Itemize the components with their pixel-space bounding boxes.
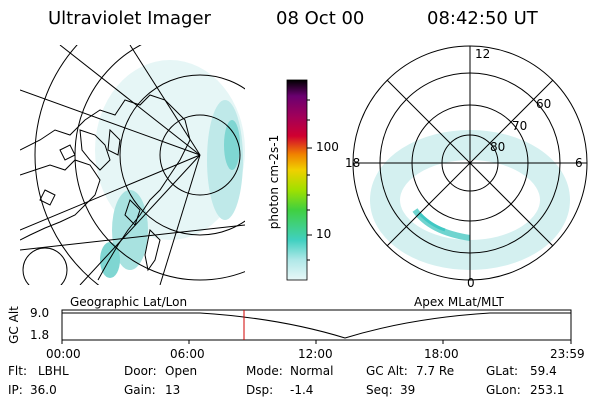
status-key: Seq: — [366, 383, 393, 397]
colorbar-tick-100: 100 — [316, 140, 339, 154]
status-value: 39 — [400, 383, 416, 397]
status-key: GLat: — [486, 364, 519, 378]
status-value: 7.7 Re — [416, 364, 455, 378]
status-value: Open — [165, 364, 198, 378]
mlt-label-18: 18 — [345, 156, 361, 170]
status-key: Gain: — [124, 383, 156, 397]
mlat-label-80: 80 — [490, 140, 506, 154]
status-value: Normal — [290, 364, 334, 378]
polar-plot — [352, 45, 588, 281]
status-value: 253.1 — [530, 383, 565, 397]
date-label: 08 Oct 00 — [276, 8, 365, 29]
colorbar-unit-label: photon cm-2s-1 — [267, 134, 281, 230]
mlat-label-70: 70 — [512, 119, 528, 133]
status-key: Flt: — [8, 364, 27, 378]
geographic-map — [20, 45, 245, 285]
status-value: -1.4 — [290, 383, 314, 397]
status-value: LBHL — [38, 364, 69, 378]
time-label: 08:42:50 UT — [427, 8, 538, 29]
status-key: GC Alt: — [366, 364, 408, 378]
status-key: Dsp: — [246, 383, 274, 397]
time-tick-4: 23:59 — [550, 347, 585, 361]
colorbar — [286, 79, 308, 281]
altitude-axis-label: GC Alt — [7, 306, 21, 344]
status-value: 36.0 — [30, 383, 57, 397]
mlat-label-60: 60 — [536, 97, 552, 111]
status-value: 59.4 — [530, 364, 557, 378]
time-tick-3: 18:00 — [424, 347, 459, 361]
mlt-label-12: 12 — [475, 47, 491, 61]
altitude-tick-low: 1.8 — [30, 328, 50, 342]
geographic-panel-label: Geographic Lat/Lon — [70, 295, 188, 309]
status-value: 13 — [165, 383, 181, 397]
mlt-label-6: 6 — [575, 156, 583, 170]
time-tick-1: 06:00 — [170, 347, 205, 361]
altitude-plot — [61, 309, 572, 344]
status-key: Mode: — [246, 364, 283, 378]
colorbar-tick-10: 10 — [316, 227, 332, 241]
altitude-tick-high: 9.0 — [30, 306, 50, 320]
status-key: IP: — [8, 383, 23, 397]
mlt-label-0: 0 — [467, 276, 475, 290]
status-key: Door: — [124, 364, 157, 378]
time-tick-0: 00:00 — [46, 347, 81, 361]
app-title: Ultraviolet Imager — [48, 8, 211, 29]
polar-panel-label: Apex MLat/MLT — [414, 295, 504, 309]
status-key: GLon: — [486, 383, 521, 397]
time-tick-2: 12:00 — [298, 347, 333, 361]
